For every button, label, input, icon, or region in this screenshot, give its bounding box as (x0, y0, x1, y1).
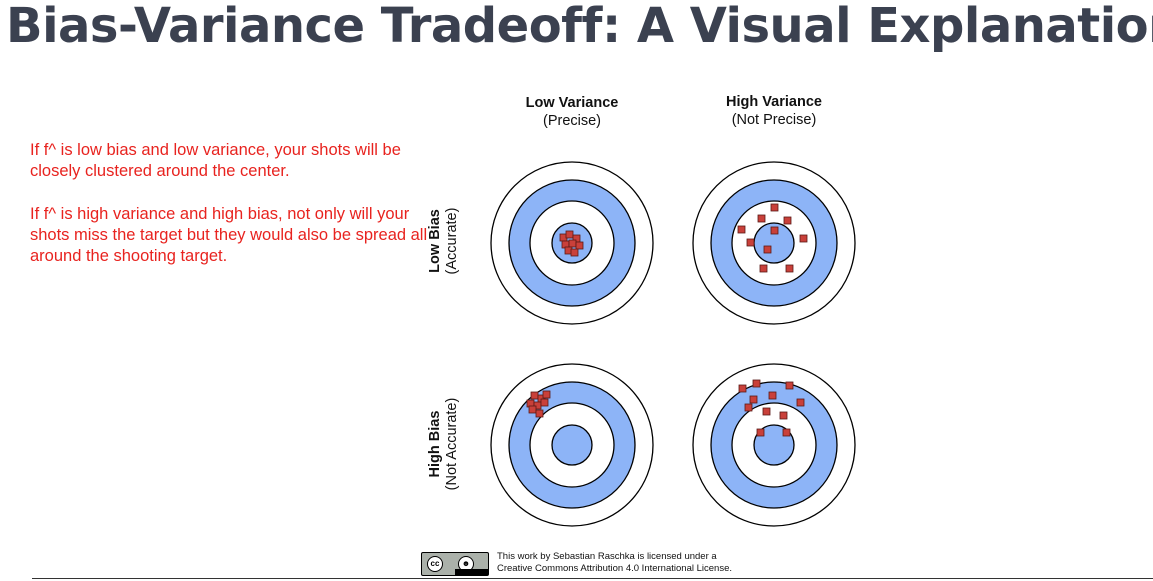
column-subtitle: (Precise) (542, 113, 601, 129)
target-low-bias-high-variance (692, 161, 856, 325)
row-subtitle: (Not Accurate) (444, 397, 460, 491)
shot-marker (570, 248, 579, 257)
row-header-low-bias: Low Bias (Accurate) (427, 141, 461, 341)
annotation-paragraph-1: If f^ is low bias and low variance, your… (30, 141, 401, 180)
license-line-1: This work by Sebastian Raschka is licens… (497, 551, 717, 562)
target-low-bias-low-variance (490, 161, 654, 325)
shot-marker (785, 264, 794, 273)
shot-marker (540, 398, 549, 407)
cc-by-license-icon[interactable]: cc ☻ (421, 552, 489, 576)
shot-marker (757, 214, 766, 223)
shot-marker (768, 391, 777, 400)
target-high-bias-low-variance (490, 363, 654, 527)
shot-marker (783, 216, 792, 225)
page-title: Bias-Variance Tradeoff: A Visual Explana… (6, 0, 1153, 54)
row-subtitle: (Accurate) (444, 207, 460, 275)
shot-marker (770, 203, 779, 212)
shot-marker (737, 225, 746, 234)
shot-marker (752, 379, 761, 388)
shot-marker (575, 241, 584, 250)
shot-marker (746, 238, 755, 247)
shot-marker (542, 390, 551, 399)
column-title: High Variance (726, 94, 822, 110)
license-text: This work by Sebastian Raschka is licens… (497, 551, 797, 575)
shot-marker (763, 245, 772, 254)
target-ring (551, 424, 593, 466)
license-line-2[interactable]: Creative Commons Attribution 4.0 Interna… (497, 563, 732, 574)
shot-marker (565, 230, 574, 239)
row-header-high-bias: High Bias (Not Accurate) (427, 344, 461, 544)
shot-marker (759, 264, 768, 273)
shot-marker (756, 428, 765, 437)
shot-marker (535, 409, 544, 418)
bottom-divider (32, 578, 1153, 579)
by-strip (455, 569, 488, 575)
shot-marker (799, 234, 808, 243)
shot-marker (749, 395, 758, 404)
annotation-paragraph-2: If f^ is high variance and high bias, no… (30, 205, 428, 265)
shot-marker (530, 391, 539, 400)
shot-marker (796, 398, 805, 407)
shot-marker (744, 403, 753, 412)
shot-marker (762, 407, 771, 416)
cc-icon: cc (427, 556, 443, 572)
row-title: High Bias (427, 410, 443, 478)
column-title: Low Variance (525, 95, 619, 111)
shot-marker (779, 411, 788, 420)
shot-marker (770, 226, 779, 235)
shot-marker (568, 239, 577, 248)
annotation-note: If f^ is low bias and low variance, your… (30, 140, 430, 289)
row-title: Low Bias (427, 209, 443, 273)
column-subtitle: (Not Precise) (731, 112, 817, 128)
shot-marker (782, 428, 791, 437)
shot-marker (738, 384, 747, 393)
column-header-low-variance: Low Variance (Precise) (472, 94, 672, 130)
target-high-bias-high-variance (692, 363, 856, 527)
shot-marker (528, 405, 537, 414)
column-header-high-variance: High Variance (Not Precise) (674, 93, 874, 129)
shot-marker (785, 381, 794, 390)
